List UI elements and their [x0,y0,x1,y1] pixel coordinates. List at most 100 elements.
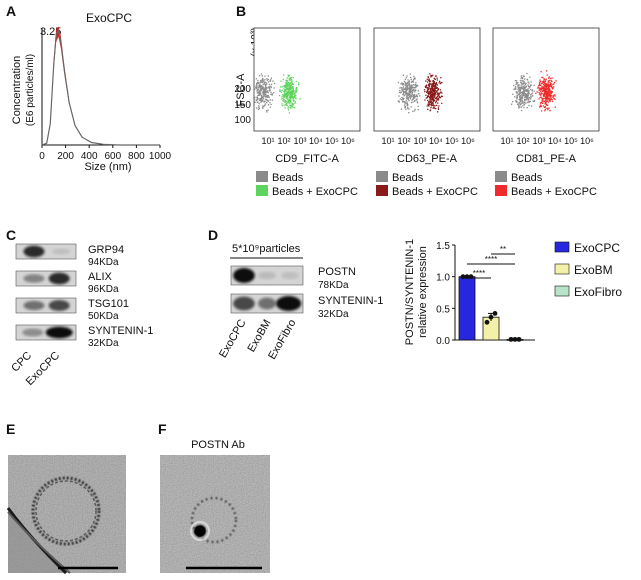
panel-b-xtick-label: 10¹ [381,136,394,146]
panel-b-ytick-label: 150 [234,100,251,111]
panel-d-bar-chart: POSTN/SYNTENIN-1 relative expression 0.0 0.… [404,239,622,347]
panel-e-micrograph [6,455,126,575]
panel-b-xtick-label: 10⁶ [461,136,475,146]
panel-c-blot-strip [15,297,77,314]
panel-b-legend-label-exo: Beads + ExoCPC [511,186,597,198]
panel-d-blots: POSTN78KDaSYNTENIN-132KDaExoCPCExoBMExoF… [217,265,383,362]
panel-b-plot-frame [253,27,361,132]
panel-c-band-kda: 32KDa [88,338,119,349]
panel-b-yticks: 200 150 100 [234,84,251,126]
panel-c-band-name: SYNTENIN-1 [88,325,153,337]
panel-d-significance-label: **** [485,255,497,264]
panel-b-xtick-label: 10⁴ [429,136,443,146]
panel-b-scatter [254,73,301,114]
panel-b-xtick-label: 10² [397,136,410,146]
panel-d-ylabel-line2: relative expression [417,246,429,338]
panel-b-legend-label-exo: Beads + ExoCPC [272,186,358,198]
panel-d-ytick-label: 0.5 [436,304,450,315]
panel-b-legend-label-beads: Beads [392,172,424,184]
panel-b-xlabel: CD63_PE-A [397,153,458,165]
panel-b-xtick-label: 10³ [532,136,545,146]
panel-a-xtick-label: 0 [39,151,45,162]
panel-d-data-point [512,336,518,342]
panel-c-band-kda: 96KDa [88,284,119,295]
panel-f-micrograph [160,455,270,573]
panel-b-xlabel: CD9_FITC-A [275,153,339,165]
panel-d-lane-label: ExoCPC [217,317,249,360]
panel-c-blot-strip [15,324,77,341]
panel-b-legend-swatch-beads [495,171,507,182]
panel-c-band-name: TSG101 [88,298,129,310]
panel-d-data-point [508,336,514,342]
panel-d-legend-label: ExoFibro [574,285,622,299]
panel-c-band-name: GRP94 [88,244,124,256]
panel-a-xtick-label: 800 [128,151,145,162]
panel-b-legend-label-exo: Beads + ExoCPC [392,186,478,198]
panel-a-xlabel: Size (nm) [84,161,131,173]
panel-d-data-point [516,336,522,342]
panel-b-xlabel: CD81_PE-A [516,153,577,165]
panel-d-band-name: SYNTENIN-1 [318,295,383,307]
panel-a-xtick-label: 400 [81,151,98,162]
panel-d-ytick-label: 1.0 [436,273,450,284]
panel-b-ytick-label: 100 [234,115,251,126]
panel-b-scatter [397,73,443,114]
panel-b-scatter [510,70,557,112]
panel-a-series-line [41,28,160,146]
panel-d-legend-swatch [554,285,570,297]
panel-d-ylabel-line1: POSTN/SYNTENIN-1 [404,239,416,345]
panel-f-letter: F [158,421,167,437]
panel-b-legend-label-beads: Beads [511,172,543,184]
panel-a: A ExoCPC 3.25 Concentration (E6 particle… [6,3,172,173]
panel-a-ylabel-line2: (E6 particles/ml) [25,54,36,126]
panel-a-title: ExoCPC [86,11,132,25]
panel-a-curve [41,26,160,146]
panel-b-xtick-label: 10¹ [261,136,274,146]
panel-b-legend-swatch-exo [256,185,268,196]
panel-d-data-point [460,274,466,280]
panel-d-band-kda: 32KDa [318,309,349,320]
panel-f: F POSTN Ab [158,421,270,573]
panel-b-xtick-label: 10⁶ [341,136,355,146]
panel-c-band-kda: 94KDa [88,257,119,268]
panel-e: E [6,421,126,575]
panel-d-blot-strip-postn [230,265,304,286]
panel-b-legend-label-beads: Beads [272,172,304,184]
panel-b-xtick-label: 10⁵ [325,136,339,146]
panel-a-letter: A [6,3,16,19]
panel-a-ylabel-line1: Concentration [11,56,23,125]
panel-b-xtick-label: 10⁴ [548,136,562,146]
panel-c-lane-label: CPC [9,350,34,375]
panel-c-blot-strip [15,270,77,287]
panel-b-legend-swatch-exo [376,185,388,196]
panel-b-ytick-label: 200 [234,84,251,95]
panel-b-xtick-label: 10⁵ [445,136,459,146]
panel-b-xtick-label: 10² [516,136,529,146]
panel-b-ylabel: FSC-A [235,73,247,107]
panel-d-data-point [492,311,498,316]
panel-c-letter: C [6,227,16,243]
panel-c-band-name: ALIX [88,271,113,283]
panel-a-xtick-label: 1000 [149,151,172,162]
panel-d-ytick-label: 1.5 [436,241,450,252]
panel-c-blot-strip [15,243,77,260]
panel-d-legend-swatch [554,263,570,275]
panel-b-letter: B [236,3,246,19]
panel-d-legend-label: ExoBM [574,263,613,277]
panel-b-xtick-label: 10⁶ [580,136,594,146]
panel-b-xtick-label: 10³ [293,136,306,146]
panel-b-legend-swatch-beads [376,171,388,182]
panel-d-data-point [484,319,490,325]
panel-b-xtick-label: 10¹ [500,136,513,146]
panel-f-label: POSTN Ab [191,439,245,451]
panel-e-letter: E [6,421,15,437]
panel-d-legend-swatch [554,241,570,253]
panel-d-significance-label: **** [473,269,485,278]
